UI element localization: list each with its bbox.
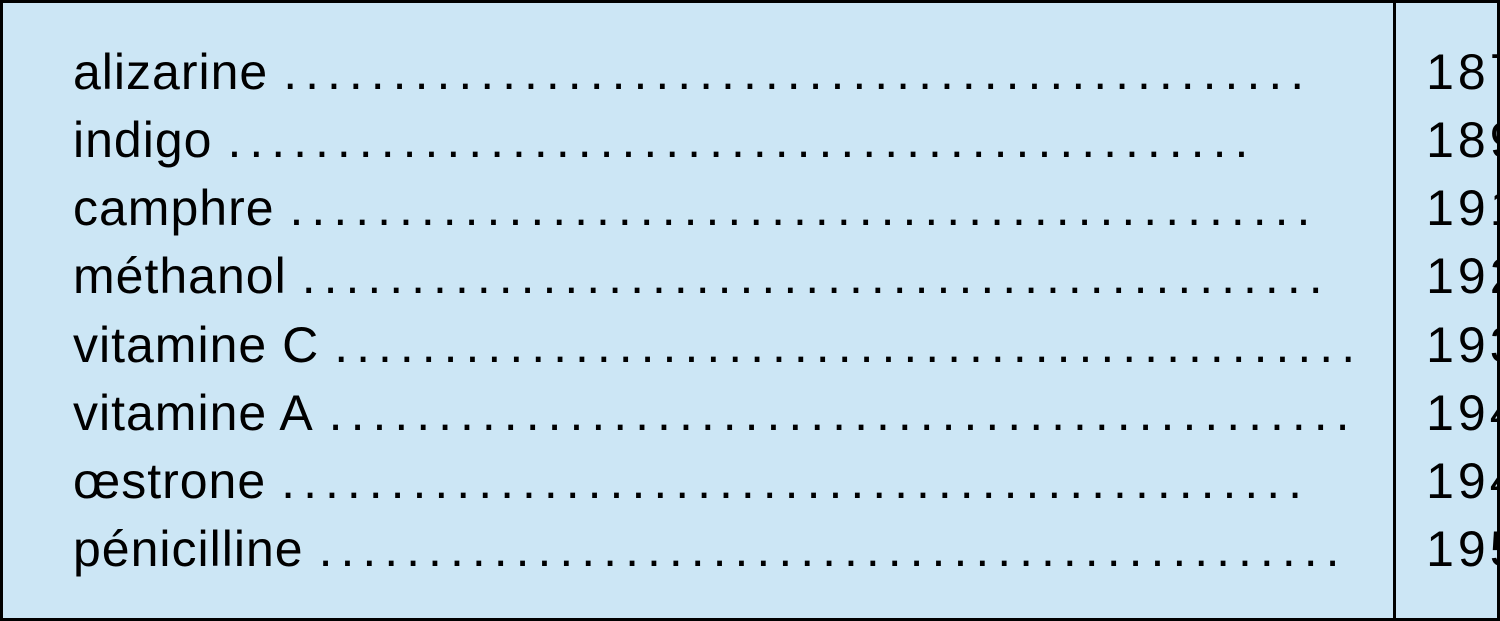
compound-label: camphre — [73, 179, 290, 237]
dot-leader: ........................................… — [290, 179, 1364, 237]
table-row: pénicilline ............................… — [73, 520, 1363, 578]
year-value: 1890 — [1426, 111, 1500, 169]
table-row: indigo .................................… — [73, 111, 1363, 169]
synthesis-table: alizarine ..............................… — [0, 0, 1500, 621]
year-value: 1918 — [1426, 179, 1500, 237]
years-column: 1871 1890 1918 1922 1937 1947 1948 1957 — [1396, 3, 1500, 618]
compounds-column: alizarine ..............................… — [3, 3, 1396, 618]
table-row: vitamine A .............................… — [73, 384, 1363, 442]
compound-label: pénicilline — [73, 520, 319, 578]
table-row: méthanol ...............................… — [73, 247, 1363, 305]
compound-label: indigo — [73, 111, 227, 169]
dot-leader: ........................................… — [302, 247, 1363, 305]
dot-leader: ........................................… — [329, 384, 1363, 442]
year-value: 1957 — [1426, 520, 1500, 578]
compound-label: alizarine — [73, 43, 283, 101]
dot-leader: ........................................… — [319, 520, 1364, 578]
dot-leader: ........................................… — [227, 111, 1363, 169]
table-row: alizarine ..............................… — [73, 43, 1363, 101]
compound-label: vitamine C — [73, 316, 334, 374]
year-value: 1948 — [1426, 452, 1500, 510]
dot-leader: ........................................… — [283, 43, 1363, 101]
dot-leader: ........................................… — [281, 452, 1363, 510]
year-value: 1871 — [1426, 43, 1500, 101]
compound-label: œstrone — [73, 452, 281, 510]
year-value: 1947 — [1426, 384, 1500, 442]
table-row: camphre ................................… — [73, 179, 1363, 237]
table-row: œstrone ................................… — [73, 452, 1363, 510]
compound-label: méthanol — [73, 247, 302, 305]
year-value: 1937 — [1426, 316, 1500, 374]
dot-leader: ........................................… — [334, 316, 1363, 374]
year-value: 1922 — [1426, 247, 1500, 305]
compound-label: vitamine A — [73, 384, 329, 442]
table-row: vitamine C .............................… — [73, 316, 1363, 374]
